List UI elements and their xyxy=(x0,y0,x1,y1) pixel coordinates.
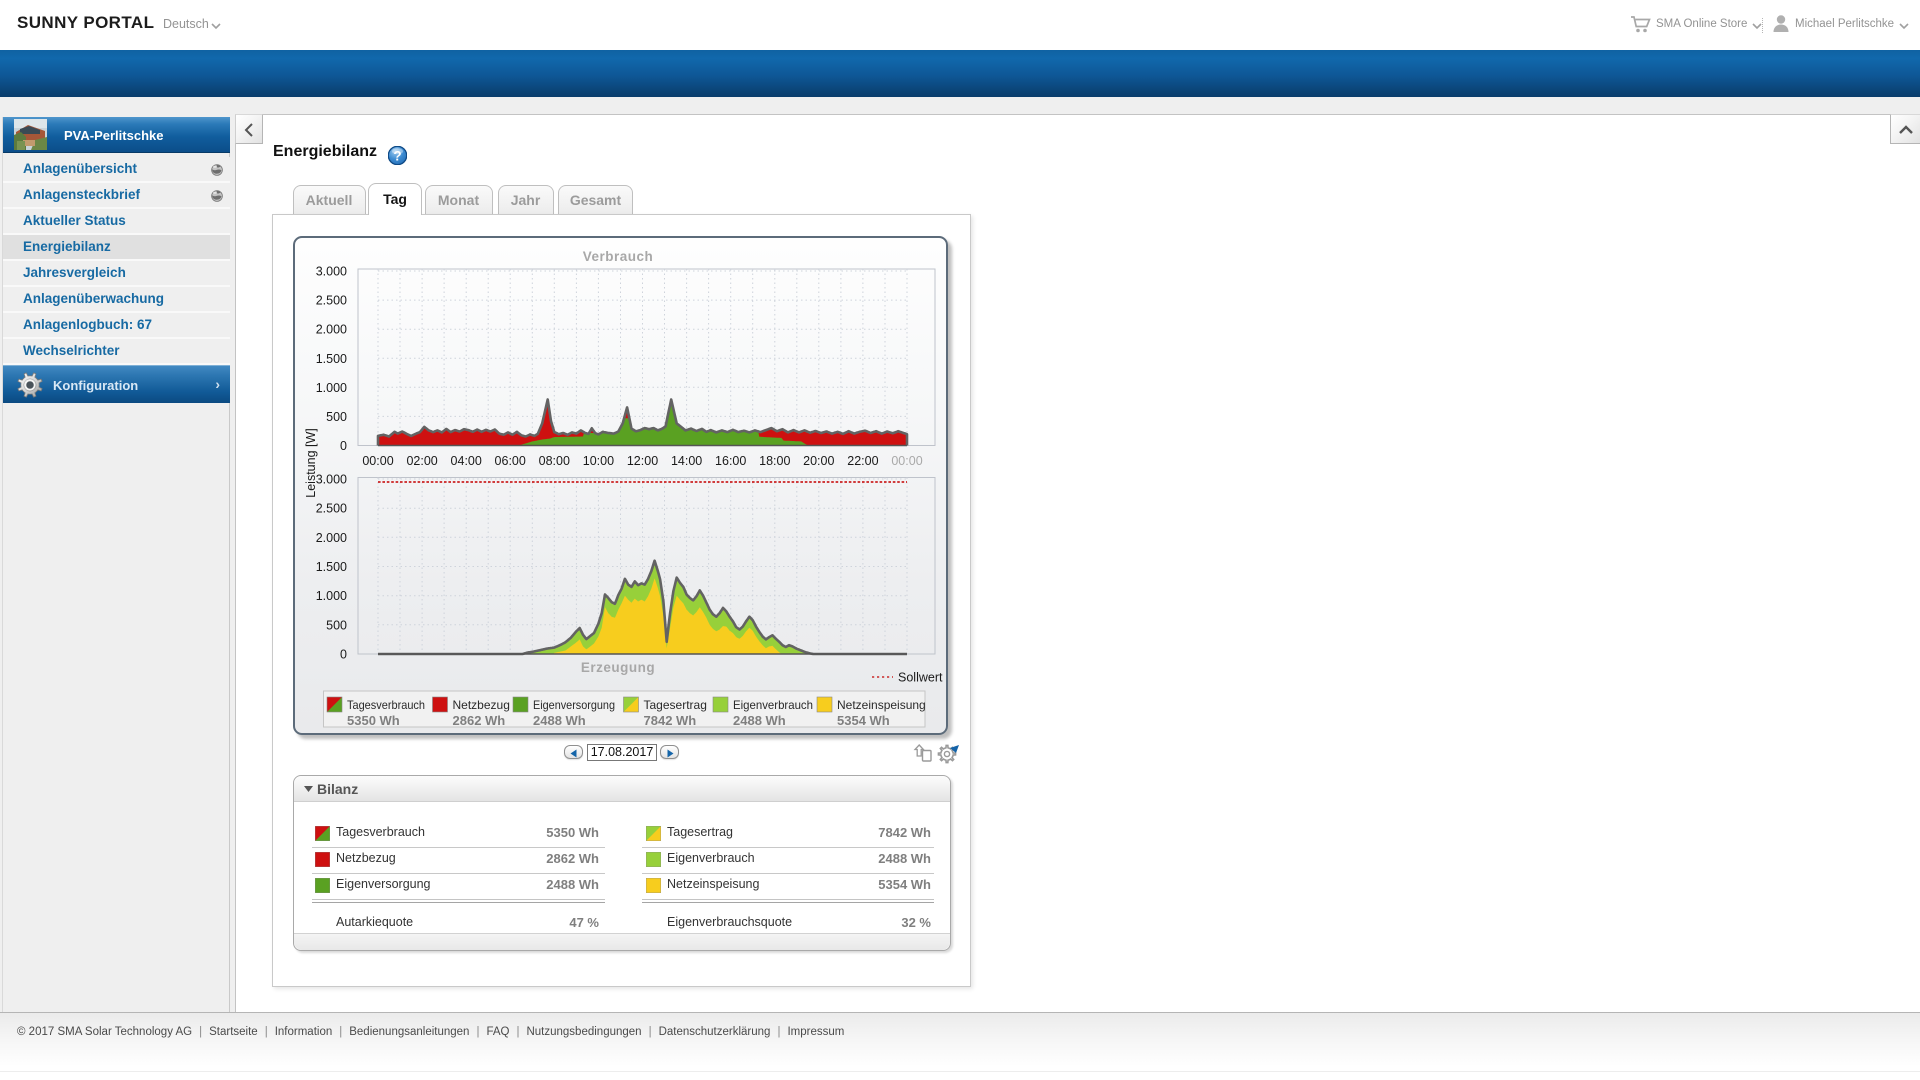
svg-text:0: 0 xyxy=(340,648,347,662)
svg-text:12:00: 12:00 xyxy=(627,454,658,468)
svg-text:?: ? xyxy=(393,149,401,164)
svg-text:18:00: 18:00 xyxy=(759,454,790,468)
svg-text:06:00: 06:00 xyxy=(495,454,526,468)
svg-text:20:00: 20:00 xyxy=(803,454,834,468)
svg-text:Erzeugung: Erzeugung xyxy=(581,660,655,675)
svg-text:2488 Wh: 2488 Wh xyxy=(733,713,786,728)
svg-text:10:00: 10:00 xyxy=(583,454,614,468)
svg-text:5354 Wh: 5354 Wh xyxy=(837,713,890,728)
svg-text:2.000: 2.000 xyxy=(316,531,347,545)
svg-text:Netzbezug: Netzbezug xyxy=(453,698,510,712)
svg-text:1.000: 1.000 xyxy=(316,381,347,395)
svg-text:Eigenverbrauch: Eigenverbrauch xyxy=(733,698,813,712)
svg-text:3.000: 3.000 xyxy=(316,473,347,487)
svg-text:0: 0 xyxy=(340,439,347,453)
svg-text:02:00: 02:00 xyxy=(406,454,437,468)
svg-text:16:00: 16:00 xyxy=(715,454,746,468)
svg-text:00:00: 00:00 xyxy=(891,454,922,468)
svg-text:5350 Wh: 5350 Wh xyxy=(347,713,400,728)
svg-text:Tagesertrag: Tagesertrag xyxy=(644,698,707,712)
svg-text:Netzeinspeisung: Netzeinspeisung xyxy=(837,698,926,712)
svg-text:1.000: 1.000 xyxy=(316,589,347,603)
svg-text:08:00: 08:00 xyxy=(539,454,570,468)
svg-text:Tagesverbrauch: Tagesverbrauch xyxy=(347,698,425,712)
svg-text:14:00: 14:00 xyxy=(671,454,702,468)
svg-text:3.000: 3.000 xyxy=(316,265,347,279)
svg-text:Eigenversorgung: Eigenversorgung xyxy=(533,698,615,712)
svg-text:04:00: 04:00 xyxy=(451,454,482,468)
svg-text:Sollwert: Sollwert xyxy=(898,671,943,685)
svg-text:2862 Wh: 2862 Wh xyxy=(453,713,506,728)
svg-text:500: 500 xyxy=(326,410,347,424)
svg-text:1.500: 1.500 xyxy=(316,352,347,366)
svg-text:00:00: 00:00 xyxy=(362,454,393,468)
svg-text:2.500: 2.500 xyxy=(316,502,347,516)
svg-text:2488 Wh: 2488 Wh xyxy=(533,713,586,728)
svg-text:2.500: 2.500 xyxy=(316,294,347,308)
svg-text:Verbrauch: Verbrauch xyxy=(583,249,654,264)
svg-text:1.500: 1.500 xyxy=(316,560,347,574)
svg-text:2.000: 2.000 xyxy=(316,323,347,337)
svg-text:Leistung [W]: Leistung [W] xyxy=(304,428,318,497)
svg-text:22:00: 22:00 xyxy=(847,454,878,468)
svg-text:7842 Wh: 7842 Wh xyxy=(644,713,697,728)
svg-text:500: 500 xyxy=(326,618,347,632)
